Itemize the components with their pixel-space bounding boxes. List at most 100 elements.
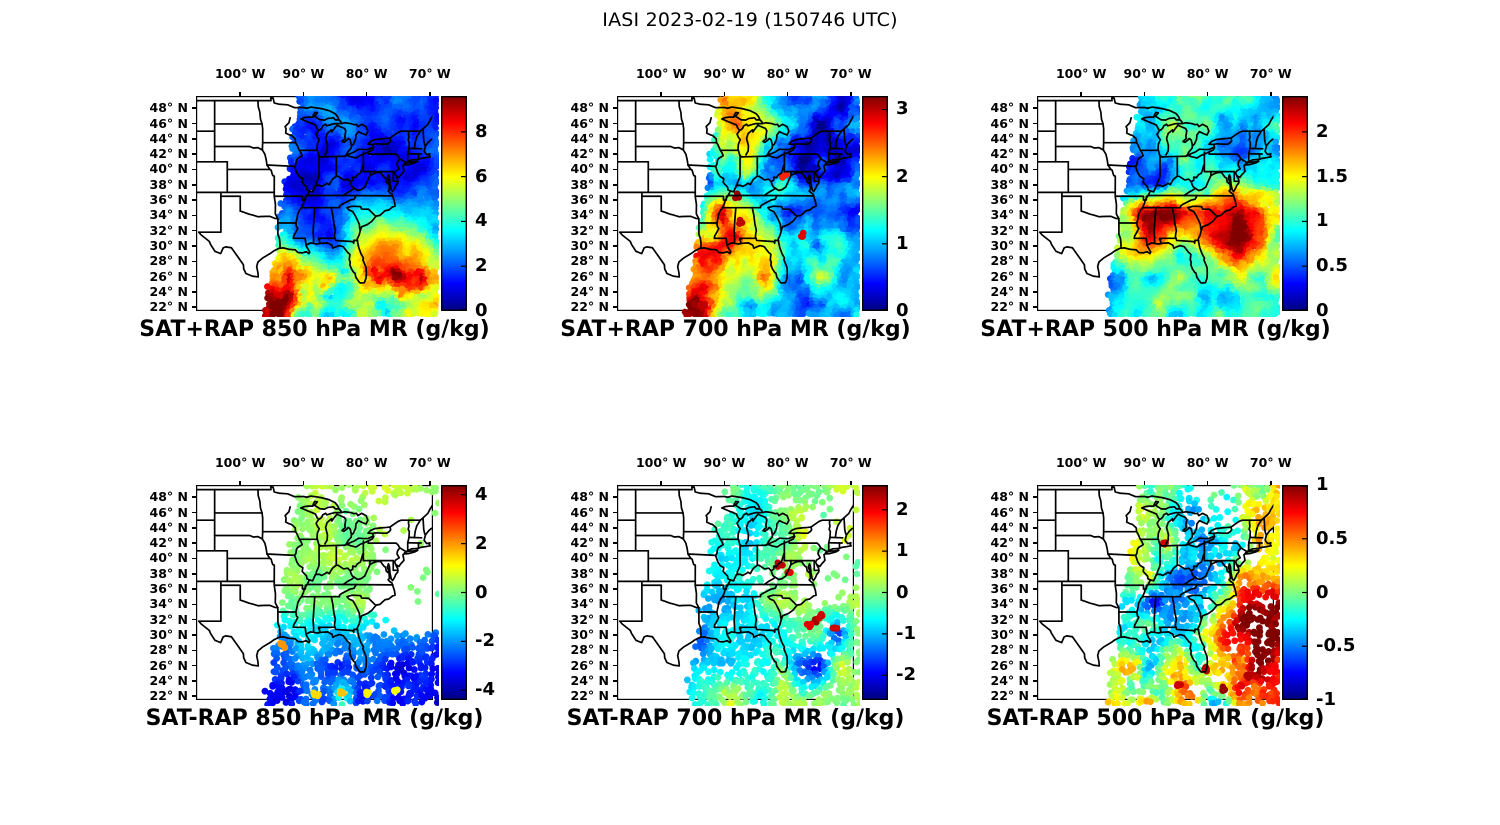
lon-axis-tick xyxy=(1270,92,1272,96)
lat-tick-label: 22° N xyxy=(149,299,188,315)
lat-axis-tick xyxy=(613,496,617,498)
lat-tick-label: 32° N xyxy=(149,611,188,627)
colorbar-sat-rap-850-hpa-mr-g-kg xyxy=(441,96,467,311)
lat-tick-label: 30° N xyxy=(570,237,609,253)
lat-axis-tick xyxy=(1033,260,1037,263)
lon-axis-tick xyxy=(365,92,368,96)
lat-axis-tick xyxy=(192,199,196,201)
lat-axis-tick xyxy=(192,664,196,667)
colorbar-tick-label: 4 xyxy=(475,210,488,232)
lat-axis-tick xyxy=(1033,214,1037,217)
lon-axis-tick xyxy=(850,92,852,96)
lat-tick-label: 48° N xyxy=(990,489,1029,505)
panel-caption: SAT+RAP 700 hPa MR (g/kg) xyxy=(560,317,911,342)
panel-caption: SAT-RAP 700 hPa MR (g/kg) xyxy=(566,706,905,731)
lat-axis-tick xyxy=(192,275,196,278)
lat-axis-tick xyxy=(1033,138,1037,140)
colorbar-tick-label: 3 xyxy=(896,98,909,120)
lat-axis-tick xyxy=(613,527,617,529)
lat-tick-label: 24° N xyxy=(990,283,1029,299)
lon-tick-label: 100° W xyxy=(1055,455,1107,470)
lat-tick-label: 38° N xyxy=(149,565,188,581)
lat-tick-label: 32° N xyxy=(570,611,609,627)
lat-axis-tick xyxy=(613,291,617,293)
lat-tick-label: 28° N xyxy=(570,253,609,269)
lat-tick-label: 32° N xyxy=(149,222,188,238)
lat-axis-tick xyxy=(1033,306,1037,308)
figure-title: IASI 2023-02-19 (150746 UTC) xyxy=(602,9,898,31)
colorbar-tick-label: 1 xyxy=(896,540,909,562)
lon-axis-tick xyxy=(1270,481,1272,485)
lat-tick-label: 40° N xyxy=(990,550,1029,566)
lat-axis-tick xyxy=(613,695,617,697)
colorbar-tick-label: -4 xyxy=(475,679,495,701)
lat-axis-tick xyxy=(192,542,196,544)
lat-axis-tick xyxy=(1033,199,1037,201)
lon-axis-tick xyxy=(660,481,662,485)
lat-tick-label: 40° N xyxy=(570,161,609,177)
lat-axis-tick xyxy=(1033,649,1037,652)
lon-axis-tick xyxy=(302,481,305,485)
lat-tick-label: 46° N xyxy=(570,115,609,131)
lat-axis-tick xyxy=(613,184,617,186)
lat-tick-label: 24° N xyxy=(990,672,1029,688)
lon-axis-tick xyxy=(723,92,726,96)
map-canvas-sat-rap-500-hpa-mr-g-kg xyxy=(1037,485,1280,706)
lat-axis-tick xyxy=(192,511,196,514)
lat-axis-tick xyxy=(613,603,617,606)
lat-tick-label: 48° N xyxy=(570,489,609,505)
panel-caption: SAT+RAP 500 hPa MR (g/kg) xyxy=(980,317,1331,342)
lat-axis-tick xyxy=(613,199,617,201)
lat-tick-label: 32° N xyxy=(570,222,609,238)
colorbar-tick-label: -1 xyxy=(1316,689,1336,710)
colorbar-sat-rap-500-hpa-mr-g-kg xyxy=(1282,485,1308,700)
lat-tick-label: 22° N xyxy=(570,299,609,315)
lat-tick-label: 34° N xyxy=(570,596,609,612)
lat-tick-label: 46° N xyxy=(990,504,1029,520)
lat-tick-label: 38° N xyxy=(990,176,1029,192)
lat-axis-tick xyxy=(613,138,617,140)
lat-axis-tick xyxy=(613,557,617,560)
lon-tick-label: 100° W xyxy=(1055,66,1107,81)
lat-axis-tick xyxy=(613,680,617,682)
lat-tick-label: 34° N xyxy=(990,596,1029,612)
lat-axis-tick xyxy=(1033,527,1037,529)
lat-tick-label: 28° N xyxy=(149,253,188,269)
lon-tick-label: 70° W xyxy=(1249,66,1292,81)
lat-tick-label: 42° N xyxy=(149,146,188,162)
lat-tick-label: 26° N xyxy=(570,268,609,284)
lat-axis-tick xyxy=(192,603,196,606)
lat-axis-tick xyxy=(1033,603,1037,606)
colorbar-tick-label: 0 xyxy=(475,300,488,321)
lat-axis-tick xyxy=(192,573,196,575)
lat-axis-tick xyxy=(1033,695,1037,697)
lat-tick-label: 26° N xyxy=(149,268,188,284)
lat-axis-tick xyxy=(1033,557,1037,560)
lat-tick-label: 40° N xyxy=(570,550,609,566)
lat-tick-label: 46° N xyxy=(149,504,188,520)
lat-axis-tick xyxy=(1033,107,1037,109)
lat-tick-label: 42° N xyxy=(990,146,1029,162)
lon-axis-tick xyxy=(786,481,789,485)
lat-tick-label: 30° N xyxy=(149,237,188,253)
lat-tick-label: 46° N xyxy=(990,115,1029,131)
lat-tick-label: 48° N xyxy=(149,489,188,505)
lat-axis-tick xyxy=(192,306,196,308)
lat-axis-tick xyxy=(613,649,617,652)
lat-tick-label: 44° N xyxy=(570,130,609,146)
lat-tick-label: 42° N xyxy=(570,535,609,551)
lat-tick-label: 38° N xyxy=(570,176,609,192)
lat-axis-tick xyxy=(1033,291,1037,293)
colorbar-tick-label: 0.5 xyxy=(1316,255,1348,277)
lat-tick-label: 26° N xyxy=(149,657,188,673)
map-canvas-sat-rap-700-hpa-mr-g-kg xyxy=(617,485,860,706)
lat-tick-label: 36° N xyxy=(990,581,1029,597)
lat-tick-label: 26° N xyxy=(990,657,1029,673)
lat-tick-label: 24° N xyxy=(570,283,609,299)
lat-axis-tick xyxy=(613,153,617,155)
lat-axis-tick xyxy=(1033,168,1037,171)
lat-tick-label: 26° N xyxy=(990,268,1029,284)
lat-axis-tick xyxy=(613,214,617,217)
colorbar-tick-label: 2 xyxy=(475,532,488,554)
lat-tick-label: 30° N xyxy=(990,626,1029,642)
